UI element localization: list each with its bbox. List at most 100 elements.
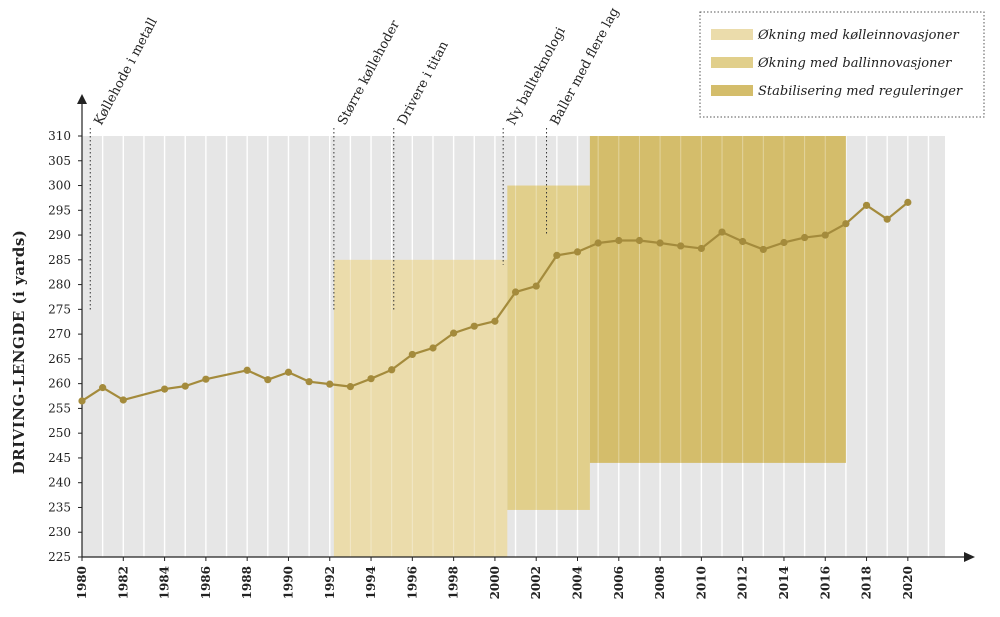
x-tick-label: 1984: [158, 566, 172, 599]
y-axis-arrow: [77, 94, 87, 104]
y-tick-label: 260: [48, 377, 71, 391]
highlight-region: [589, 136, 846, 463]
x-tick-label: 1982: [116, 566, 130, 599]
x-tick-label: 1994: [364, 566, 378, 599]
data-point: [160, 385, 169, 393]
y-tick-label: 285: [48, 253, 71, 267]
y-tick-label: 300: [48, 179, 71, 193]
data-point: [635, 236, 644, 245]
data-point: [243, 366, 251, 374]
data-point: [367, 375, 375, 383]
highlight-region: [333, 259, 508, 557]
y-tick-label: 240: [48, 476, 71, 490]
annotation-label: Baller med flere lag: [548, 5, 623, 128]
legend-label: Økning med ballinnovasjoner: [757, 56, 952, 71]
data-point: [780, 238, 788, 247]
x-tick-label: 1996: [405, 566, 419, 599]
legend-swatch: [711, 57, 753, 68]
data-point: [821, 231, 829, 239]
data-point: [470, 322, 478, 330]
data-point: [553, 251, 561, 259]
x-axis-arrow: [964, 552, 975, 562]
x-tick-label: 1998: [447, 566, 461, 599]
data-point: [739, 237, 747, 246]
annotation-label: Drivere i titan: [395, 38, 452, 128]
x-tick-label: 1992: [323, 566, 337, 599]
data-point: [450, 329, 458, 337]
legend-label: Stabilisering med reguleringer: [758, 84, 963, 99]
data-point: [326, 380, 334, 388]
x-tick-label: 2020: [901, 566, 915, 599]
x-tick-label: 1986: [199, 566, 213, 599]
y-tick-label: 275: [48, 302, 71, 316]
x-tick-label: 2016: [818, 566, 832, 599]
data-point: [883, 215, 891, 223]
data-point: [264, 376, 272, 384]
x-tick-label: 2008: [653, 566, 667, 599]
y-tick-label: 280: [48, 278, 71, 292]
y-tick-label: 270: [48, 327, 71, 341]
y-tick-label: 265: [48, 352, 71, 366]
highlight-regions: [333, 136, 846, 557]
data-point: [284, 368, 293, 376]
x-tick-label: 1988: [240, 566, 254, 599]
y-tick-label: 245: [48, 451, 71, 465]
data-point: [202, 375, 210, 383]
data-point: [346, 383, 354, 391]
y-tick-label: 230: [48, 525, 71, 539]
data-point: [119, 396, 127, 404]
data-point: [511, 288, 520, 296]
x-tick-label: 2006: [612, 566, 626, 599]
data-point: [801, 233, 809, 242]
data-point: [697, 244, 705, 253]
data-point: [78, 397, 86, 405]
axes: [77, 94, 975, 562]
annotation-label: Større køllehoder: [335, 17, 403, 127]
data-point: [532, 282, 540, 290]
data-point: [656, 239, 664, 247]
legend-label: Økning med kølleinnovasjoner: [757, 28, 959, 43]
y-tick-label: 310: [48, 129, 71, 143]
y-tick-label: 305: [48, 154, 71, 168]
x-tick-label: 1990: [281, 566, 295, 599]
data-point: [862, 201, 871, 209]
x-tick-label: 1980: [75, 566, 89, 599]
data-point: [718, 228, 726, 236]
x-tick-label: 2018: [860, 566, 874, 599]
y-tick-label: 235: [48, 500, 71, 514]
x-tick-label: 2000: [488, 566, 502, 599]
y-tick-label: 225: [48, 550, 71, 564]
data-point: [615, 236, 623, 245]
legend-swatch: [711, 29, 753, 40]
data-point: [594, 239, 602, 247]
data-point: [429, 344, 437, 352]
data-point: [408, 350, 416, 359]
data-point: [842, 220, 850, 228]
data-point: [759, 245, 767, 254]
y-tick-label: 295: [48, 203, 71, 217]
data-point: [904, 198, 912, 206]
y-axis-title: DRIVING-LENGDE (i yards): [10, 230, 28, 475]
data-point: [181, 382, 189, 390]
y-tick-label: 255: [48, 401, 71, 415]
data-point: [388, 366, 396, 374]
data-point: [491, 317, 499, 325]
x-tick-label: 2012: [736, 566, 750, 599]
highlight-region: [507, 185, 590, 510]
y-tick-label: 250: [48, 426, 71, 440]
series-group: [78, 198, 912, 405]
data-point: [99, 384, 107, 392]
data-point: [573, 248, 582, 256]
x-tick-label: 2010: [694, 566, 708, 599]
x-tick-label: 2014: [777, 566, 791, 599]
legend: Økning med kølleinnovasjoner Økning med b…: [699, 11, 985, 118]
legend-swatch: [711, 85, 753, 96]
y-tick-label: 290: [48, 228, 71, 242]
annotation-labels: Køllehode i metall Større køllehoderDrive…: [92, 5, 623, 128]
data-point: [677, 242, 685, 250]
x-ticks: 1980 1982 1984 1986 1988 1990 1992 1994 1996 1998…: [75, 557, 915, 599]
data-point: [305, 378, 313, 386]
x-tick-label: 2002: [529, 566, 543, 599]
x-tick-label: 2004: [571, 566, 585, 599]
